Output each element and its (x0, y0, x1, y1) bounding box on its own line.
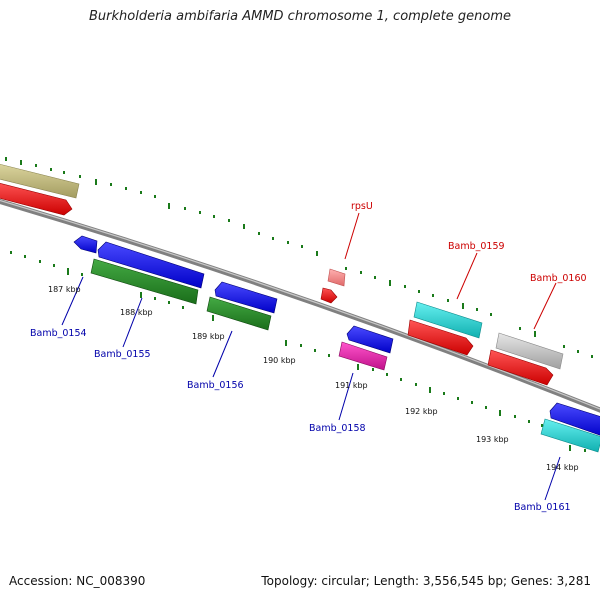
gene-Bamb_0156[interactable] (206, 296, 272, 331)
lower-tick-track (10, 251, 586, 452)
tick-label: 191 kbp (335, 381, 368, 390)
gene-Bamb_0158[interactable] (338, 341, 388, 371)
gene-label[interactable]: Bamb_0156 (187, 380, 244, 391)
gene-rpsU-forward[interactable] (327, 268, 346, 287)
gene-label[interactable]: Bamb_0158 (309, 423, 366, 434)
gene-label[interactable]: Bamb_0160 (530, 273, 587, 284)
gene-label[interactable]: Bamb_0154 (30, 328, 87, 339)
gene-Bamb_0161-blue-arrow[interactable] (549, 402, 600, 437)
genome-summary-text: Topology: circular; Length: 3,556,545 bp… (261, 574, 591, 588)
tick-label: 188 kbp (120, 308, 153, 317)
gene-olive-arrow[interactable] (0, 163, 80, 199)
gene-Bamb_0161[interactable] (540, 418, 600, 453)
callout-lines (61, 212, 561, 501)
tick-label: 193 kbp (476, 435, 509, 444)
accession-text: Accession: NC_008390 (9, 574, 146, 588)
upper-tick-track (5, 157, 593, 358)
map-title: Burkholderia ambifaria AMMD chromosome 1… (88, 9, 512, 24)
gene-Bamb_0160-red-arrow[interactable] (487, 349, 554, 386)
tick-label: 187 kbp (48, 285, 81, 294)
gene-rpsU-red-arrow[interactable] (320, 287, 338, 304)
gene-Bamb_0159-red-arrow[interactable] (407, 319, 474, 356)
gene-label[interactable]: rpsU (351, 201, 373, 212)
gene-Bamb_0159[interactable] (413, 301, 483, 339)
gene-label[interactable]: Bamb_0155 (94, 349, 151, 360)
chromosome-backbone (0, 198, 600, 413)
tick-label: 190 kbp (263, 356, 296, 365)
gene-Bamb_0156-blue-arrow[interactable] (214, 281, 278, 314)
tick-label: 194 kbp (546, 463, 579, 472)
gene-Bamb_0158-blue-arrow[interactable] (346, 325, 394, 354)
gene-Bamb_0155[interactable] (90, 258, 199, 305)
gene-Bamb_0155-blue-arrow[interactable] (97, 241, 205, 289)
tick-label: 192 kbp (405, 407, 438, 416)
gene-red-arrow[interactable] (0, 182, 73, 216)
gene-label[interactable]: Bamb_0161 (514, 502, 571, 513)
tick-label: 189 kbp (192, 332, 225, 341)
gene-Bamb_0154[interactable] (73, 235, 98, 254)
gene-label[interactable]: Bamb_0159 (448, 241, 505, 252)
gene-Bamb_0160[interactable] (495, 332, 564, 370)
